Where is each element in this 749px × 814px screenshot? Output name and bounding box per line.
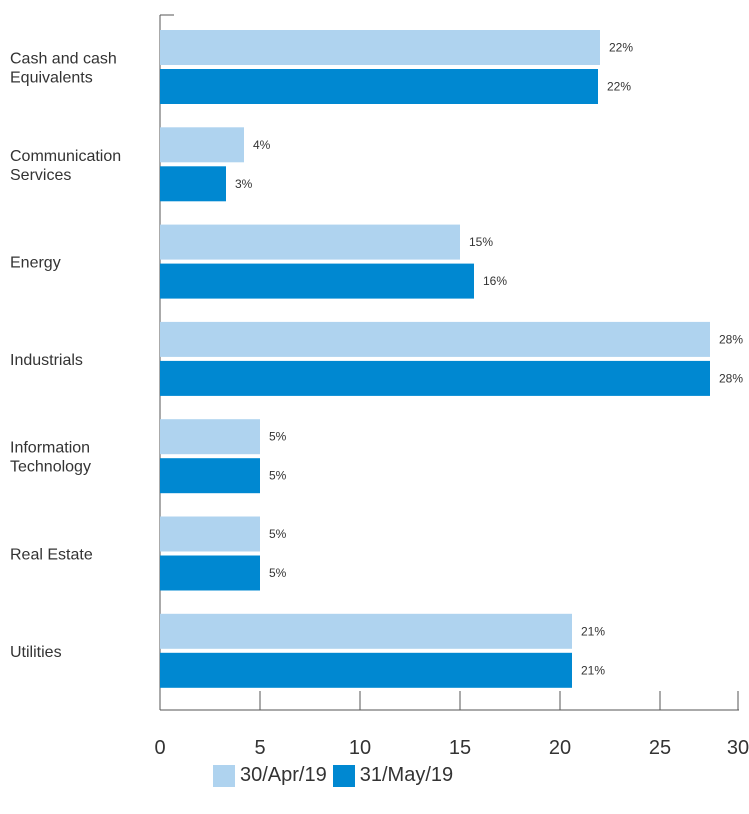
category-label-line: Information (10, 440, 90, 457)
bar-real-estate-series-1 (160, 555, 260, 591)
x-tick-label-5: 5 (254, 737, 265, 759)
category-label-line: Equivalents (10, 70, 93, 87)
data-label-communication-services-series-1: 3% (235, 177, 253, 191)
category-label-real-estate: Real Estate (10, 547, 93, 564)
data-label-industrials-series-0: 28% (719, 332, 743, 346)
category-label-line: Cash and cash (10, 51, 117, 68)
data-label-energy-series-1: 16% (483, 274, 507, 288)
data-label-communication-services-series-0: 4% (253, 138, 271, 152)
x-tick-label-10: 10 (349, 737, 371, 759)
bar-communication-services-series-1 (160, 166, 226, 202)
bar-utilities-series-0 (160, 613, 572, 649)
legend: 30/Apr/19 31/May/19 (213, 764, 459, 787)
legend-swatch-apr (213, 764, 235, 787)
category-label-line: Utilities (10, 644, 62, 661)
bar-communication-services-series-0 (160, 127, 244, 163)
data-label-real-estate-series-0: 5% (269, 527, 287, 541)
category-label-communication-services: Communication Services (10, 148, 121, 184)
category-label-line: Services (10, 167, 71, 184)
bar-information-technology-series-1 (160, 458, 260, 494)
data-label-real-estate-series-1: 5% (269, 566, 287, 580)
data-label-energy-series-0: 15% (469, 235, 493, 249)
category-label-information-technology: Information Technology (10, 440, 91, 476)
legend-item-may: 31/May/19 (332, 764, 454, 787)
x-tick-label-15: 15 (449, 737, 471, 759)
data-label-industrials-series-1: 28% (719, 371, 743, 385)
legend-swatch-may (332, 764, 355, 787)
category-label-line: Real Estate (10, 547, 93, 564)
category-label-energy: Energy (10, 255, 61, 272)
category-label-line: Industrials (10, 352, 83, 369)
category-label-utilities: Utilities (10, 644, 62, 661)
legend-item-apr: 30/Apr/19 (213, 764, 327, 787)
bar-information-technology-series-0 (160, 419, 260, 455)
bar-industrials-series-1 (160, 360, 710, 396)
data-label-cash-and-cash-equivalents-series-0: 22% (609, 41, 633, 55)
bar-energy-series-0 (160, 224, 460, 260)
category-label-line: Technology (10, 459, 91, 476)
bar-cash-and-cash-equivalents-series-1 (160, 69, 598, 104)
x-tick-label-20: 20 (549, 737, 571, 759)
x-tick-label-0: 0 (154, 737, 165, 759)
data-label-cash-and-cash-equivalents-series-1: 22% (607, 80, 631, 94)
data-label-utilities-series-1: 21% (581, 663, 605, 677)
bar-cash-and-cash-equivalents-series-0 (160, 30, 600, 65)
x-tick-label-25: 25 (649, 737, 671, 759)
data-label-information-technology-series-0: 5% (269, 430, 287, 444)
bar-real-estate-series-0 (160, 516, 260, 552)
category-label-line: Energy (10, 255, 61, 272)
bar-energy-series-1 (160, 263, 474, 299)
data-label-information-technology-series-1: 5% (269, 469, 287, 483)
category-label-cash-and-cash-equivalents: Cash and cash Equivalents (10, 51, 117, 87)
data-label-utilities-series-0: 21% (581, 624, 605, 638)
bar-utilities-series-1 (160, 652, 572, 688)
legend-label-may: 31/May/19 (359, 764, 454, 786)
category-label-industrials: Industrials (10, 352, 83, 369)
bar-chart: 0 5 10 15 20 25 30 22% 22% Cash and cash Equivalen… (10, 14, 749, 759)
bar-industrials-series-0 (160, 321, 710, 357)
x-tick-label-30: 30 (727, 737, 749, 759)
legend-label-apr: 30/Apr/19 (240, 764, 327, 786)
category-label-line: Communication (10, 148, 121, 165)
